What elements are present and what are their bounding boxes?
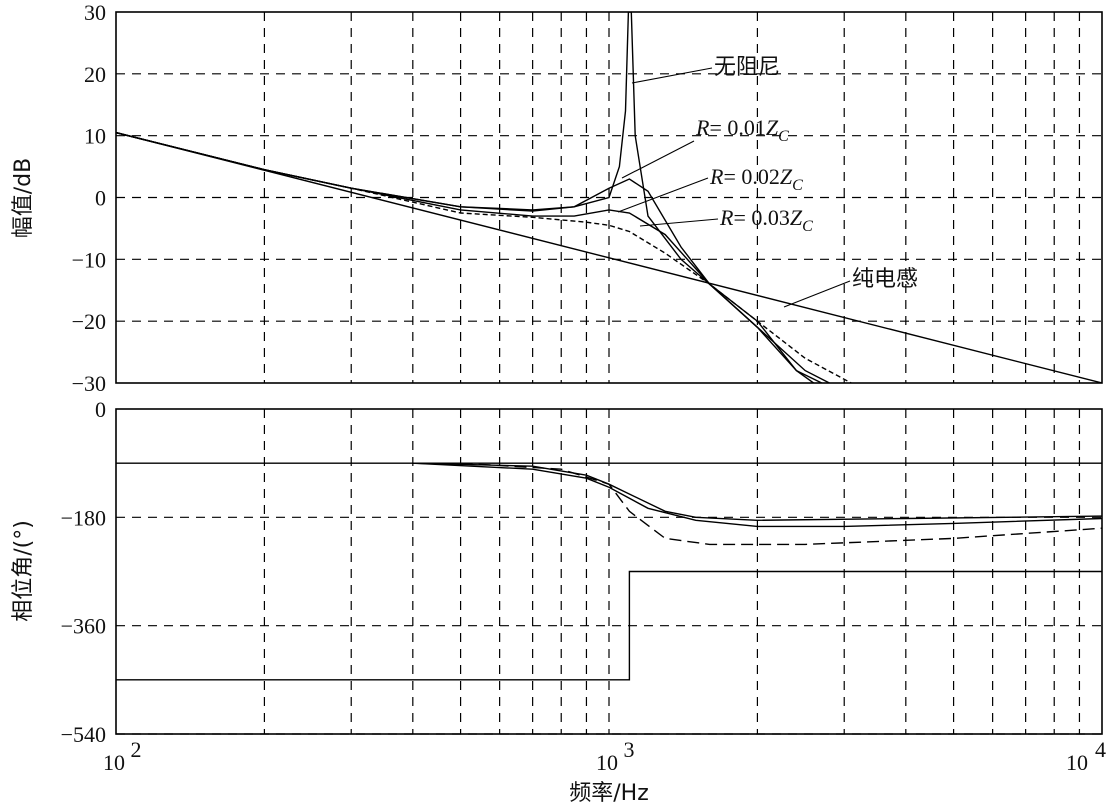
magnitude-ytick-label: 10 bbox=[84, 124, 106, 149]
magnitude-plot-frame bbox=[115, 11, 1103, 384]
annotation-pure-inductor: 纯电感 bbox=[852, 267, 918, 292]
phase-series-line-1 bbox=[116, 570, 1102, 681]
annotation-r003: R= 0.03ZC bbox=[719, 205, 813, 235]
annotation-r001: R= 0.01ZC bbox=[695, 115, 789, 145]
magnitude-series-line-4 bbox=[116, 131, 1102, 383]
phase-series-line-2 bbox=[412, 462, 1102, 528]
phase-ytick-label: −540 bbox=[61, 722, 106, 747]
magnitude-ytick-label: 30 bbox=[84, 0, 106, 25]
curves-layer bbox=[116, 12, 1102, 681]
xtick-label: 10 bbox=[1066, 750, 1088, 775]
leader-pure-inductor bbox=[783, 280, 851, 308]
leader-r001 bbox=[621, 140, 695, 179]
x-axis-label: 频率/Hz bbox=[569, 781, 649, 806]
magnitude-ytick-label: −30 bbox=[72, 371, 106, 396]
xtick-exponent: 4 bbox=[1095, 737, 1106, 762]
xtick-exponent: 2 bbox=[131, 737, 142, 762]
grid-layer bbox=[116, 12, 1102, 735]
axes-layer bbox=[115, 11, 1103, 735]
leader-r002 bbox=[617, 177, 709, 213]
phase-ytick-label: 0 bbox=[95, 397, 106, 422]
phase-ytick-label: −360 bbox=[61, 614, 106, 639]
phase-ytick-label: −180 bbox=[61, 505, 106, 530]
xtick-label: 10 bbox=[596, 750, 618, 775]
annotation-undamped: 无阻尼 bbox=[714, 55, 780, 80]
magnitude-ytick-label: 0 bbox=[95, 186, 106, 211]
phase-series-line-4 bbox=[460, 462, 1102, 546]
phase-plot-frame bbox=[115, 408, 1103, 735]
xtick-exponent: 3 bbox=[624, 737, 635, 762]
leader-undamped bbox=[631, 67, 713, 84]
phase-ylabel: 相位角/(°) bbox=[11, 520, 36, 622]
leader-r003 bbox=[639, 218, 719, 227]
magnitude-series-line-3 bbox=[116, 131, 852, 383]
magnitude-ytick-label: −10 bbox=[72, 247, 106, 272]
magnitude-ytick-label: 20 bbox=[84, 62, 106, 87]
annotation-r002: R= 0.02ZC bbox=[709, 164, 803, 194]
magnitude-ylabel: 幅值/dB bbox=[11, 158, 36, 238]
magnitude-ytick-label: −20 bbox=[72, 309, 106, 334]
xtick-label: 10 bbox=[103, 750, 125, 775]
annotations-layer: 无阻尼 R= 0.01ZC R= 0.02ZC R= 0.03ZC 纯电感 bbox=[617, 55, 918, 308]
